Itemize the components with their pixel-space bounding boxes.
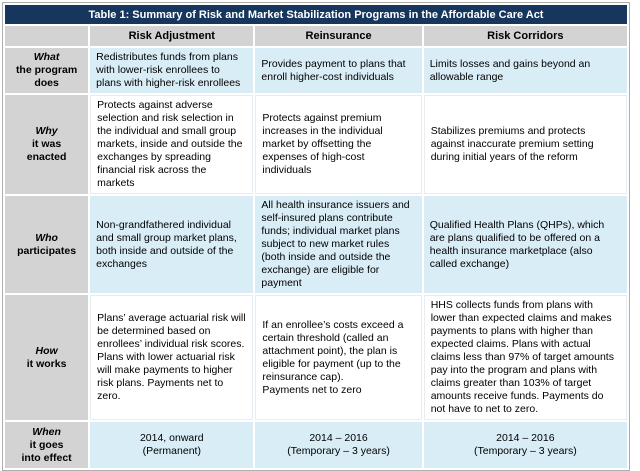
cell-how-risk-corridors: HHS collects funds from plans with lower…: [423, 295, 627, 421]
row-label-how-keyword: How: [35, 344, 58, 357]
cell-what-reinsurance: Provides payment to plans that enroll hi…: [255, 48, 422, 94]
row-label-who: Who participates: [5, 196, 89, 294]
table-row-who: Who participates Non-grandfathered indiv…: [5, 196, 627, 294]
row-label-why-rest: it was enacted: [26, 138, 67, 164]
row-label-when-rest: it goes into effect: [21, 438, 72, 464]
table-title: Table 1: Summary of Risk and Market Stab…: [5, 5, 627, 24]
cell-who-reinsurance: All health insurance issuers and self-in…: [255, 196, 422, 294]
aca-programs-table: Table 1: Summary of Risk and Market Stab…: [3, 3, 629, 471]
cell-why-reinsurance: Protects against premium increases in th…: [255, 95, 422, 195]
row-label-how: How it works: [5, 295, 89, 421]
column-header-reinsurance: Reinsurance: [255, 26, 422, 46]
row-label-who-keyword: Who: [35, 231, 58, 244]
table-row-when: When it goes into effect 2014, onward (P…: [5, 422, 627, 469]
row-label-what: What the program does: [5, 48, 89, 94]
cell-when-risk-corridors: 2014 – 2016 (Temporary – 3 years): [423, 422, 627, 469]
row-label-when: When it goes into effect: [5, 422, 89, 469]
cell-who-risk-corridors: Qualified Health Plans (QHPs), which are…: [423, 196, 627, 294]
row-label-how-rest: it works: [26, 357, 67, 370]
corner-cell: [5, 26, 89, 46]
row-label-who-rest: participates: [17, 244, 77, 257]
cell-what-risk-adjustment: Redistributes funds from plans with lowe…: [90, 48, 254, 94]
cell-what-risk-corridors: Limits losses and gains beyond an allowa…: [423, 48, 627, 94]
cell-who-risk-adjustment: Non-grandfathered individual and small g…: [90, 196, 254, 294]
cell-why-risk-adjustment: Protects against adverse selection and r…: [90, 95, 254, 195]
row-label-when-keyword: When: [32, 425, 61, 438]
column-header-risk-corridors: Risk Corridors: [423, 26, 627, 46]
row-label-why: Why it was enacted: [5, 95, 89, 195]
cell-how-reinsurance: If an enrollee’s costs exceed a certain …: [255, 295, 422, 421]
cell-when-reinsurance: 2014 – 2016 (Temporary – 3 years): [255, 422, 422, 469]
table-row-why: Why it was enacted Protects against adve…: [5, 95, 627, 195]
row-label-what-rest: the program does: [15, 63, 78, 90]
column-header-risk-adjustment: Risk Adjustment: [90, 26, 254, 46]
row-label-why-keyword: Why: [35, 124, 58, 137]
row-label-what-keyword: What: [33, 50, 60, 63]
summary-table: Table 1: Summary of Risk and Market Stab…: [2, 2, 630, 471]
cell-why-risk-corridors: Stabilizes premiums and protects against…: [423, 95, 627, 195]
cell-when-risk-adjustment: 2014, onward (Permanent): [90, 422, 254, 469]
table-row-how: How it works Plans’ average actuarial ri…: [5, 295, 627, 421]
cell-how-risk-adjustment: Plans’ average actuarial risk will be de…: [90, 295, 254, 421]
table-row-what: What the program does Redistributes fund…: [5, 48, 627, 94]
